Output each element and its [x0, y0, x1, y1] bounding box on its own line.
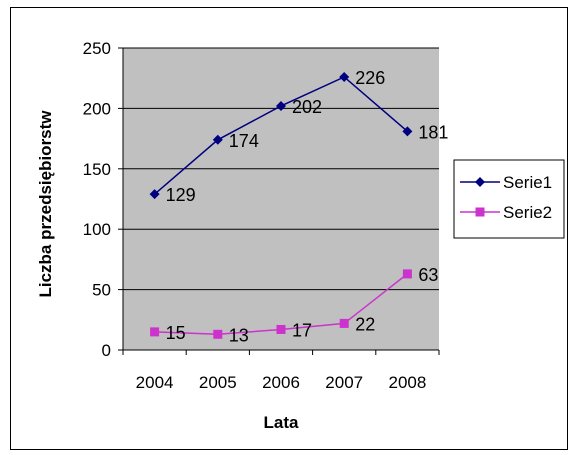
data-label: 174 [229, 131, 259, 151]
data-point [402, 269, 412, 279]
y-tick-label: 150 [83, 160, 111, 179]
y-tick-label: 250 [83, 39, 111, 58]
data-label: 13 [229, 325, 249, 345]
data-point [402, 126, 413, 137]
series-group: 129 174 202 226 181 15 13 17 22 63 [149, 68, 448, 345]
x-tick-label: 2005 [199, 373, 237, 392]
gridlines [123, 47, 439, 291]
data-point [212, 134, 223, 145]
data-point [150, 327, 160, 337]
data-point [276, 324, 286, 334]
legend-box [453, 159, 565, 239]
data-point [149, 189, 160, 200]
data-label: 129 [166, 185, 196, 205]
data-point [276, 100, 286, 111]
data-label: 22 [355, 314, 375, 334]
legend-item-serie1: Serie1 [460, 173, 552, 192]
x-tick-label: 2006 [262, 373, 300, 392]
y-tick-label: 200 [83, 99, 111, 118]
legend-label: Serie1 [503, 173, 552, 192]
legend: Serie1 Serie2 [453, 159, 565, 239]
data-label: 17 [292, 320, 312, 340]
data-point [339, 71, 350, 82]
data-label: 63 [418, 265, 438, 285]
legend-marker [475, 207, 485, 217]
x-tick-labels: 2004 2005 2006 2007 2008 [136, 373, 427, 392]
data-label: 202 [292, 97, 322, 117]
x-axis-title: Lata [264, 413, 300, 432]
x-tick-label: 2007 [325, 373, 363, 392]
legend-marker [475, 177, 485, 187]
data-label: 181 [418, 122, 448, 142]
axes [118, 47, 440, 355]
y-tick-label: 0 [102, 341, 111, 360]
data-label: 15 [166, 323, 186, 343]
data-label: 226 [355, 68, 385, 88]
x-tick-label: 2004 [136, 373, 174, 392]
x-tick-label: 2008 [388, 373, 426, 392]
series-serie2: 15 13 17 22 63 [150, 265, 438, 345]
y-axis-title: Liczba przedsiębiorstw [36, 110, 55, 298]
plot-area [123, 48, 439, 350]
y-tick-label: 50 [92, 281, 111, 300]
data-point [339, 318, 349, 328]
y-tick-labels: 0 50 100 150 200 250 [83, 39, 111, 360]
legend-label: Serie2 [503, 203, 552, 222]
series-serie1: 129 174 202 226 181 [149, 68, 448, 205]
legend-item-serie2: Serie2 [460, 203, 552, 222]
y-tick-label: 100 [83, 220, 111, 239]
data-point [213, 329, 223, 339]
